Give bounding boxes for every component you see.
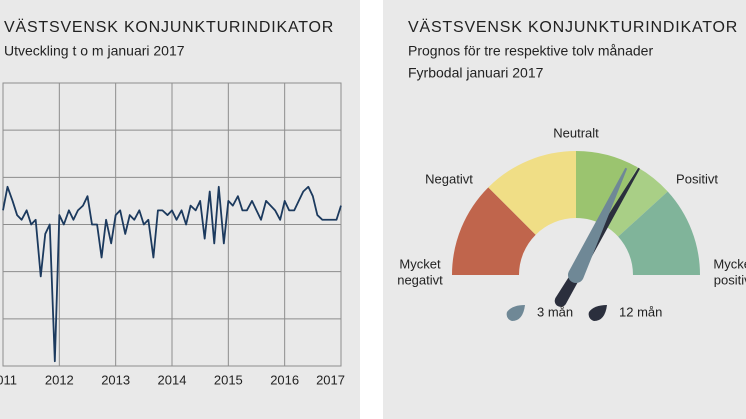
x-tick-label: 2012 — [45, 372, 74, 387]
legend-label: 12 mån — [619, 304, 662, 319]
zone-label: Negativt — [425, 171, 473, 186]
zone-label: positivt — [714, 272, 746, 287]
zone-label: Neutralt — [553, 125, 599, 140]
x-tick-label: 2017 — [316, 372, 345, 387]
legend-swatch — [588, 305, 607, 321]
chart-subtitle: Prognos för tre respektive tolv månader — [408, 43, 653, 59]
zone-label: Mycket — [713, 256, 746, 271]
x-tick-label: 2014 — [158, 372, 187, 387]
x-tick-label: 2011 — [0, 372, 17, 387]
gauge-zone — [576, 151, 638, 226]
data-line — [2, 185, 342, 363]
zone-label: Positivt — [676, 171, 718, 186]
chart-title: VÄSTSVENSK KONJUNKTURINDIKATOR — [4, 18, 334, 36]
legend-swatch — [506, 305, 525, 321]
gauge-zone — [604, 167, 668, 237]
zone-label: negativt — [397, 272, 443, 287]
chart-subtitle: Fyrbodal januari 2017 — [408, 65, 544, 81]
gauge-zone — [488, 151, 576, 235]
x-tick-label: 2015 — [214, 372, 243, 387]
needle — [568, 167, 628, 283]
chart-title: VÄSTSVENSK KONJUNKTURINDIKATOR — [408, 18, 738, 36]
legend-label: 3 mån — [537, 304, 573, 319]
zone-label: Mycket — [399, 256, 441, 271]
gauge-zone — [618, 191, 700, 275]
left-panel — [0, 0, 360, 419]
x-tick-label: 2013 — [101, 372, 130, 387]
chart-subtitle: Utveckling t o m januari 2017 — [4, 43, 185, 59]
x-tick-label: 2016 — [270, 372, 299, 387]
gauge-zone — [452, 187, 536, 275]
